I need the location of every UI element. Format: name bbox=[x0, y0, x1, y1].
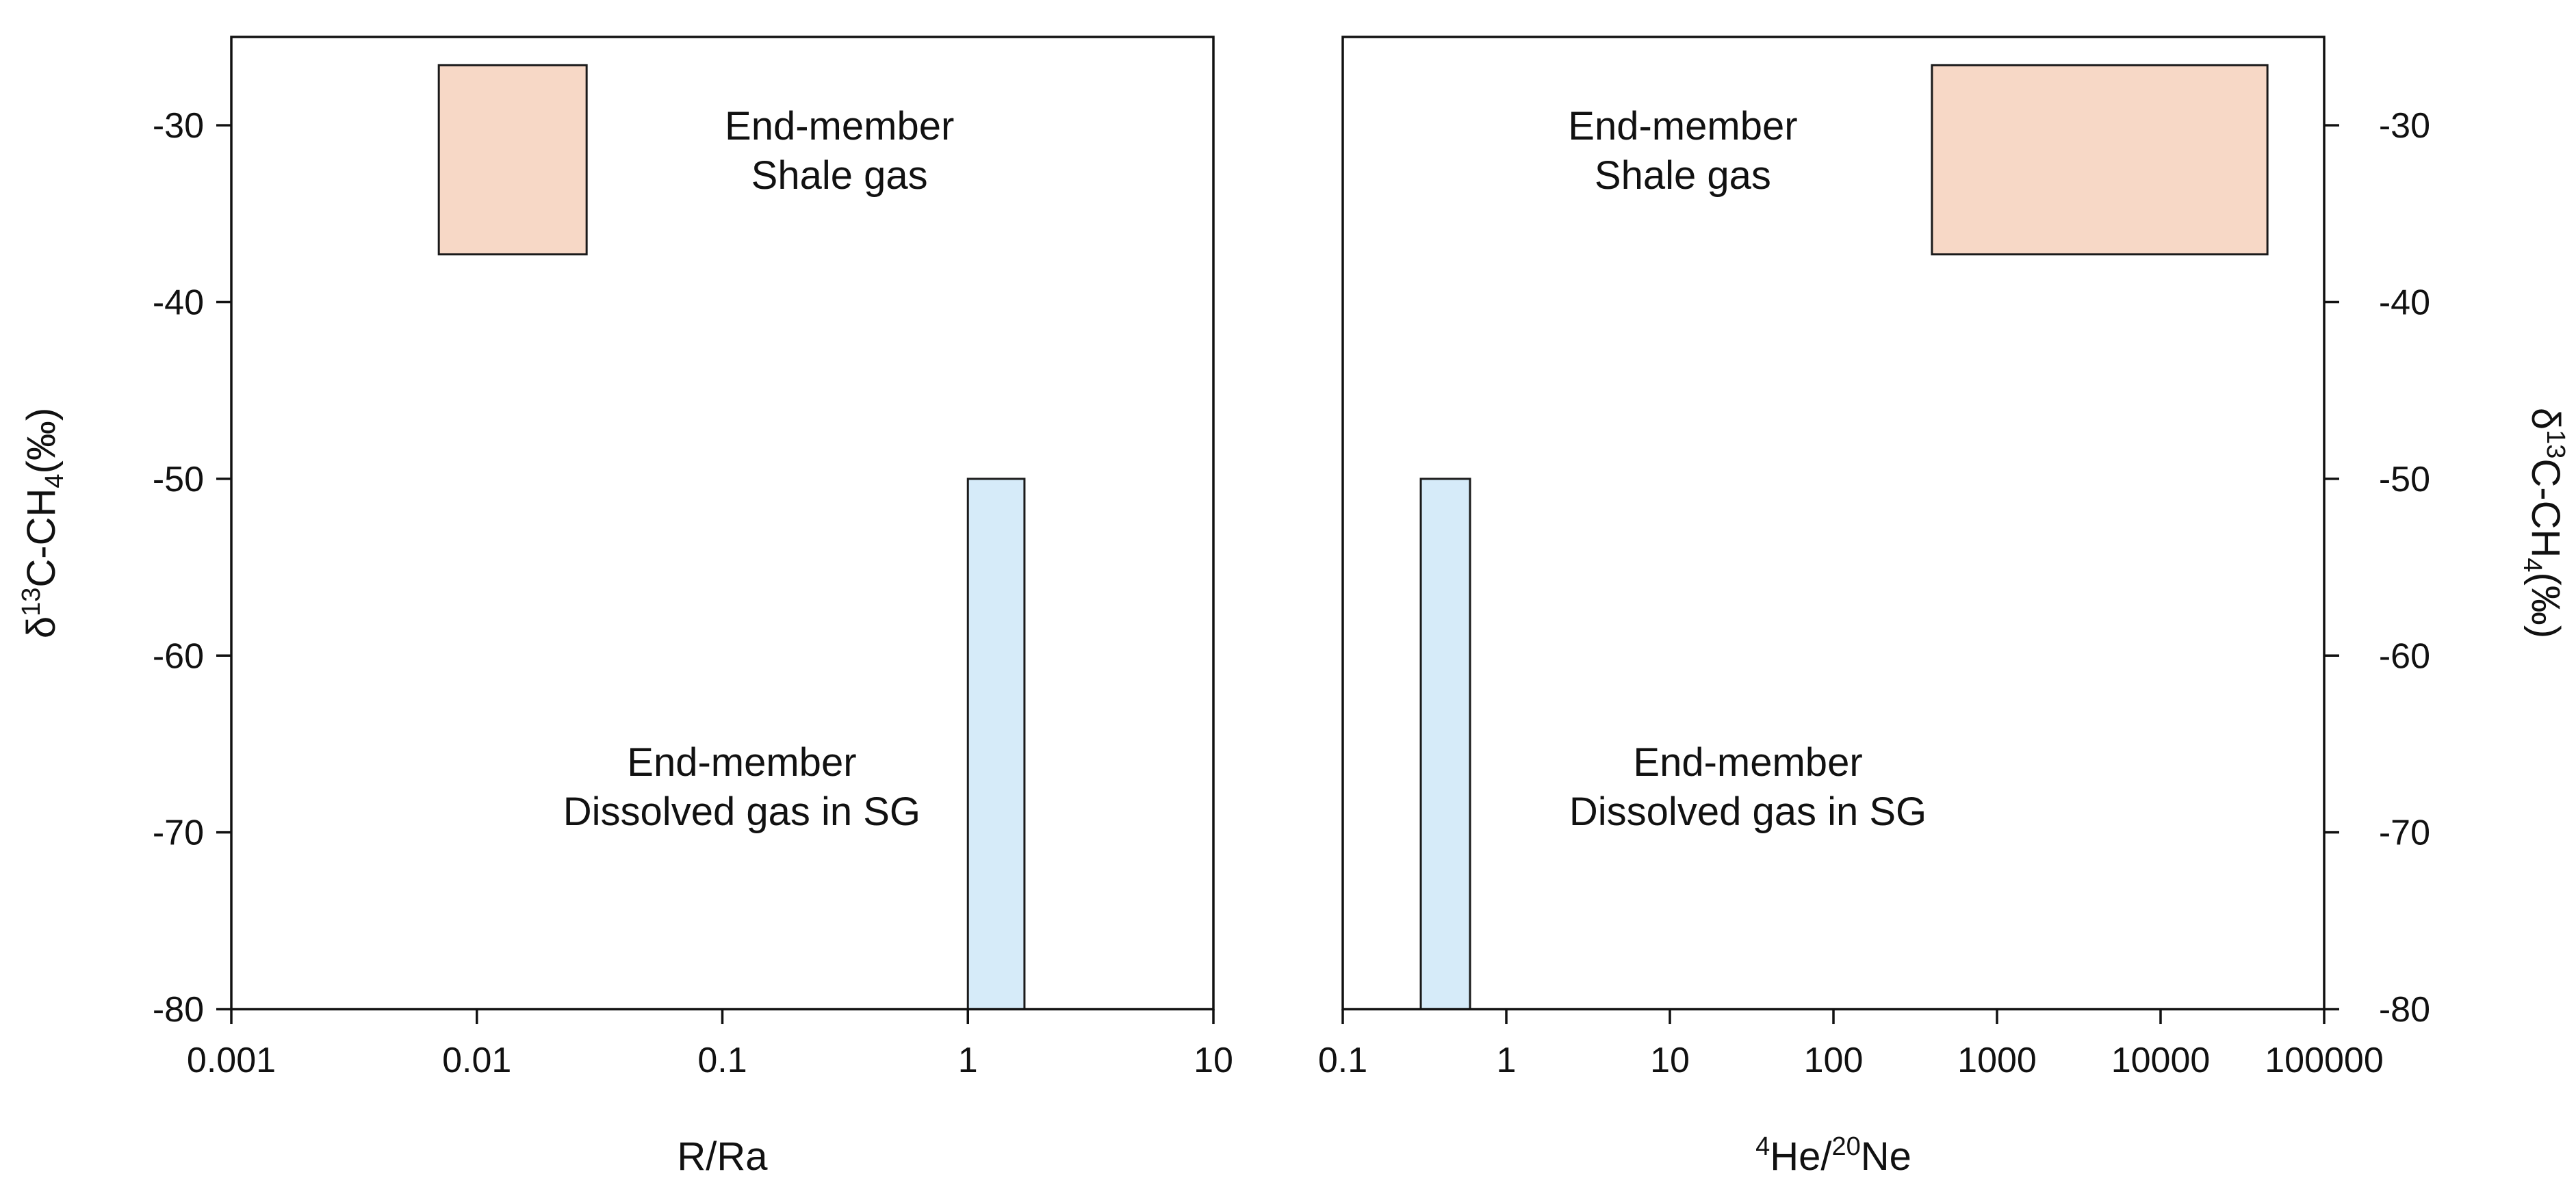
left-box-shale bbox=[437, 64, 588, 256]
right-annotation: End-member Dissolved gas in SG bbox=[1569, 740, 1927, 834]
left-y-tick-label: -50 bbox=[153, 460, 204, 499]
left-y-axis-label: δ13C-CH4(‰) bbox=[17, 408, 69, 638]
right-panel: 0.1 1 10 100 1000 10000 100000 -80 -70 -60 -50 -40 -… bbox=[1318, 36, 2570, 1179]
right-y-tick-label: -60 bbox=[2379, 636, 2430, 676]
right-y-tick-label: -80 bbox=[2379, 990, 2430, 1030]
left-x-tick-label: 1 bbox=[958, 1041, 978, 1080]
right-annotation: End-member Shale gas bbox=[1568, 104, 1797, 198]
right-y-tick-label: -50 bbox=[2379, 460, 2430, 499]
right-box-dissolved bbox=[1419, 478, 1471, 1010]
left-box-dissolved bbox=[966, 478, 1026, 1010]
right-x-tick-label: 100000 bbox=[2265, 1041, 2384, 1080]
right-x-tick-label: 1000 bbox=[1957, 1041, 2037, 1080]
right-x-axis-label: 4He/20Ne bbox=[1755, 1132, 1911, 1179]
left-plot-frame bbox=[230, 36, 1215, 1010]
left-y-tick-label: -30 bbox=[153, 106, 204, 146]
left-x-tick-label: 0.1 bbox=[697, 1041, 747, 1080]
left-y-tick-label: -60 bbox=[153, 636, 204, 676]
left-y-tick-label: -40 bbox=[153, 283, 204, 323]
left-x-tick-label: 0.01 bbox=[442, 1041, 511, 1080]
left-y-tick-label: -70 bbox=[153, 813, 204, 853]
right-x-tick-label: 1 bbox=[1497, 1041, 1517, 1080]
right-x-tick-label: 0.1 bbox=[1318, 1041, 1367, 1080]
right-y-tick-label: -40 bbox=[2379, 283, 2430, 323]
left-annotation: End-member Dissolved gas in SG bbox=[563, 740, 920, 834]
left-x-tick-label: 10 bbox=[1194, 1041, 1233, 1080]
left-panel: 0.001 0.01 0.1 1 10 -80 -70 -60 -50 -40 -30 R/Ra δ13… bbox=[17, 36, 1233, 1179]
left-annotation: End-member Shale gas bbox=[725, 104, 954, 198]
right-y-tick-label: -70 bbox=[2379, 813, 2430, 853]
right-y-axis-label: δ13C-CH4(‰) bbox=[2518, 408, 2570, 638]
right-x-tick-label: 10000 bbox=[2111, 1041, 2211, 1080]
right-x-tick-label: 100 bbox=[1804, 1041, 1864, 1080]
right-x-tick-label: 10 bbox=[1650, 1041, 1690, 1080]
left-x-axis-label: R/Ra bbox=[677, 1134, 768, 1179]
right-box-shale bbox=[1931, 64, 2269, 256]
left-x-tick-label: 0.001 bbox=[187, 1041, 276, 1080]
left-y-tick-label: -80 bbox=[153, 990, 204, 1030]
right-y-tick-label: -30 bbox=[2379, 106, 2430, 146]
